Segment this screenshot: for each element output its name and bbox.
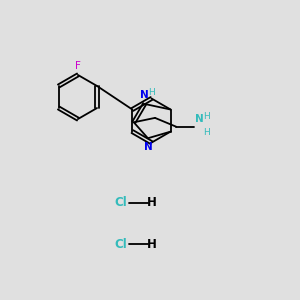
Text: H: H bbox=[146, 196, 156, 209]
Text: Cl: Cl bbox=[114, 196, 127, 209]
Text: Cl: Cl bbox=[114, 238, 127, 251]
Text: N: N bbox=[143, 142, 152, 152]
Text: N: N bbox=[140, 90, 149, 100]
Text: H: H bbox=[148, 88, 154, 98]
Text: H: H bbox=[146, 238, 156, 251]
Text: N: N bbox=[195, 114, 204, 124]
Text: F: F bbox=[75, 61, 81, 71]
Text: H: H bbox=[203, 128, 209, 137]
Text: H: H bbox=[203, 112, 209, 121]
